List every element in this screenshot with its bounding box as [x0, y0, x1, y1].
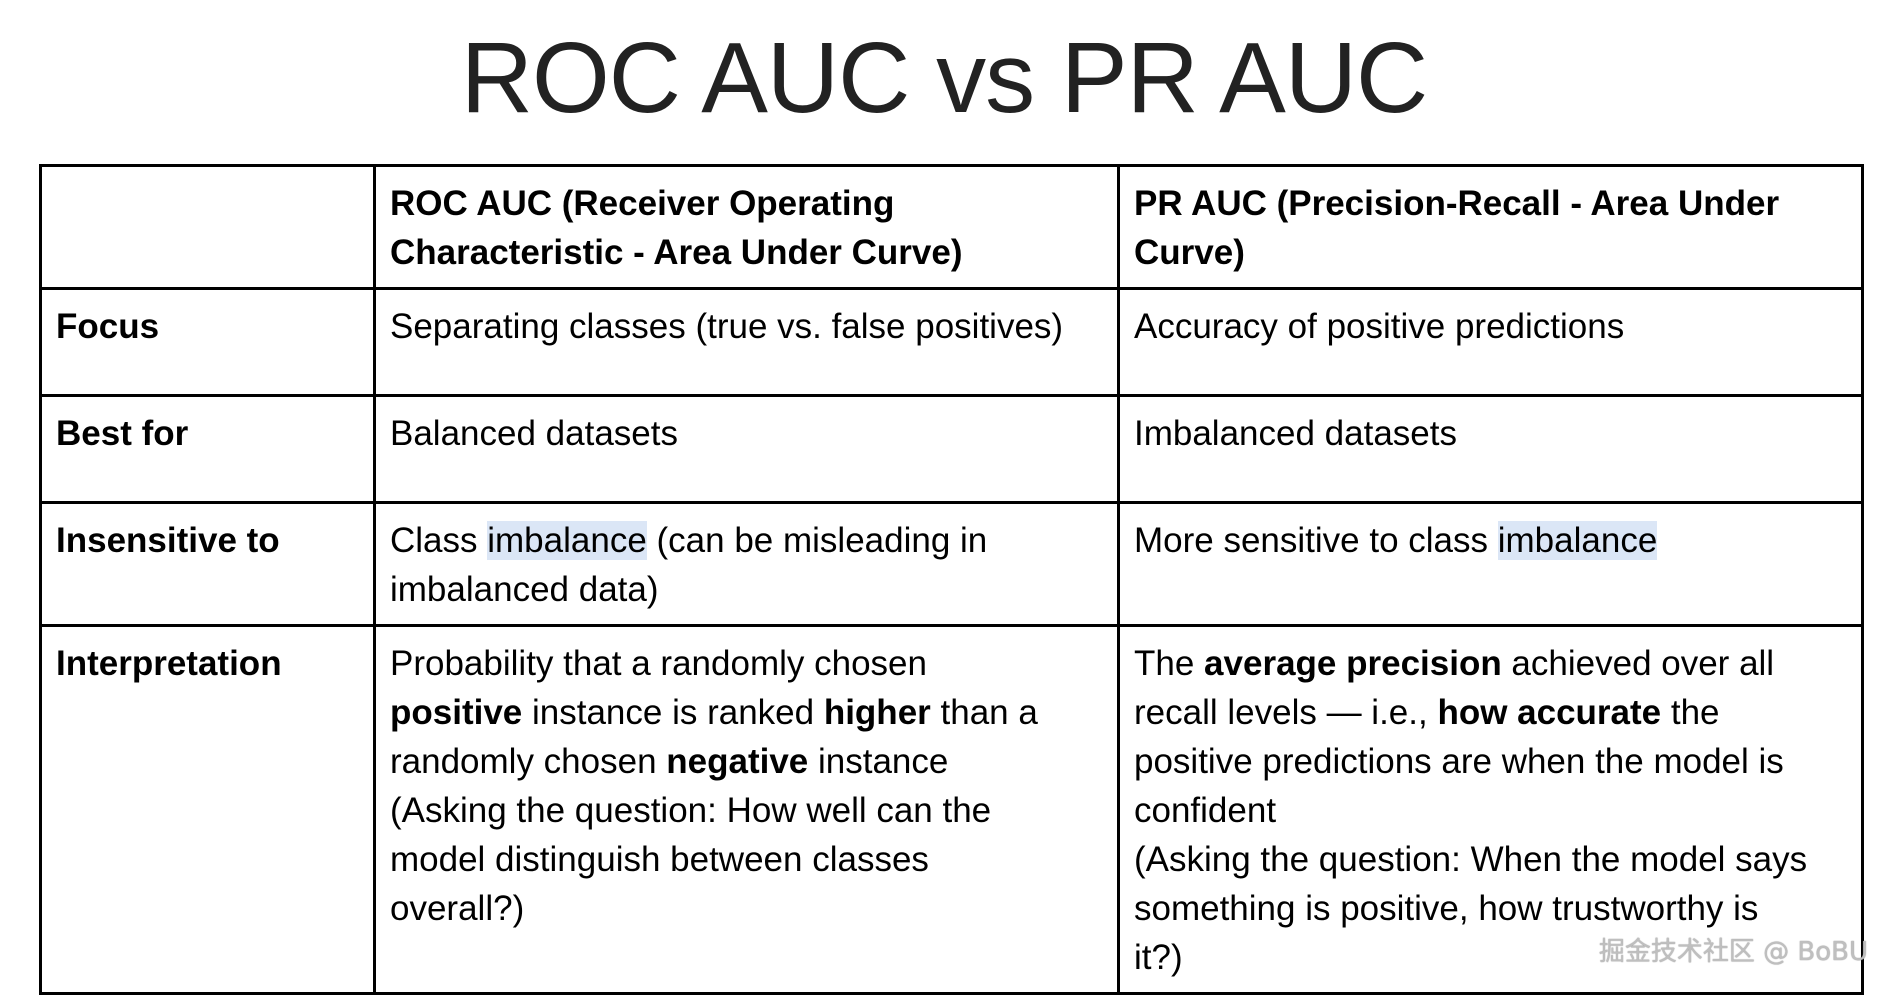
cell-best-for-pr: Imbalanced datasets	[1117, 394, 1864, 504]
text-line: randomly chosen negative instance	[390, 737, 1103, 786]
cell-interpretation-roc: Probability that a randomly chosen posit…	[373, 624, 1120, 995]
comparison-table: ROC AUC (Receiver Operating Characterist…	[39, 164, 1864, 995]
text-line: positive predictions are when the model …	[1134, 742, 1784, 781]
highlighted-text: imbalance	[1497, 521, 1658, 560]
bold-text: average precision	[1204, 644, 1502, 683]
column-header-pr-auc: PR AUC (Precision-Recall - Area Under Cu…	[1117, 164, 1864, 290]
row-header-interpretation: Interpretation	[39, 624, 376, 995]
row-header-best-for: Best for	[39, 394, 376, 504]
bold-text: higher	[823, 693, 931, 732]
watermark: 掘金技术社区 @ BoBU	[1598, 937, 1868, 967]
row-header-insensitive-to: Insensitive to	[39, 501, 376, 627]
cell-best-for-roc: Balanced datasets	[373, 394, 1120, 504]
table-row-best-for: Best for Balanced datasets Imbalanced da…	[39, 394, 1864, 504]
column-header-roc-auc: ROC AUC (Receiver Operating Characterist…	[373, 164, 1120, 290]
column-header-pr-line2: Curve)	[1134, 233, 1245, 272]
text-fragment: instance is ranked	[522, 693, 824, 732]
table-row-insensitive-to: Insensitive to Class imbalance (can be m…	[39, 501, 1864, 627]
text-line: overall?)	[390, 889, 525, 928]
bold-text: positive	[390, 693, 523, 732]
cell-focus-pr: Accuracy of positive predictions	[1117, 287, 1864, 397]
corner-cell	[39, 164, 376, 290]
row-header-focus: Focus	[39, 287, 376, 397]
column-header-roc-line2: Characteristic - Area Under Curve)	[390, 233, 963, 272]
text-fragment: achieved over all	[1501, 644, 1775, 683]
cell-focus-roc: Separating classes (true vs. false posit…	[373, 287, 1120, 397]
column-header-pr-line1: PR AUC (Precision-Recall - Area Under	[1134, 184, 1780, 223]
text-fragment: randomly chosen	[390, 742, 667, 781]
text-line: positive instance is ranked higher than …	[390, 688, 1103, 737]
cell-interpretation-pr: The average precision achieved over all …	[1117, 624, 1864, 995]
text-fragment: More sensitive to class	[1134, 521, 1498, 560]
cell-insensitive-pr-line1: More sensitive to class imbalance	[1134, 516, 1847, 565]
text-fragment: Class	[390, 521, 488, 560]
text-fragment: recall levels — i.e.,	[1134, 693, 1438, 732]
text-line: something is positive, how trustworthy i…	[1134, 889, 1759, 928]
text-line: (Asking the question: When the model say…	[1134, 840, 1808, 879]
text-line: confident	[1134, 791, 1277, 830]
highlighted-text: imbalance	[487, 521, 647, 560]
bold-text: negative	[666, 742, 809, 781]
table-row-focus: Focus Separating classes (true vs. false…	[39, 287, 1864, 397]
text-fragment: the	[1661, 693, 1720, 732]
cell-insensitive-roc-line2: imbalanced data)	[390, 570, 659, 609]
text-fragment: The	[1134, 644, 1205, 683]
cell-insensitive-to-pr: More sensitive to class imbalance	[1117, 501, 1864, 627]
text-fragment: (can be misleading in	[646, 521, 988, 560]
text-line: model distinguish between classes	[390, 840, 929, 879]
text-line: The average precision achieved over all	[1134, 639, 1847, 688]
text-line: Probability that a randomly chosen	[390, 644, 927, 683]
table-header-row: ROC AUC (Receiver Operating Characterist…	[39, 164, 1864, 290]
cell-insensitive-to-roc: Class imbalance (can be misleading in im…	[373, 501, 1120, 627]
table-row-interpretation: Interpretation Probability that a random…	[39, 624, 1864, 995]
text-line: recall levels — i.e., how accurate the	[1134, 688, 1847, 737]
cell-insensitive-roc-line1: Class imbalance (can be misleading in	[390, 516, 1103, 565]
column-header-roc-line1: ROC AUC (Receiver Operating	[390, 184, 895, 223]
bold-text: how accurate	[1437, 693, 1662, 732]
text-line: it?)	[1134, 938, 1183, 977]
page-title: ROC AUC vs PR AUC	[460, 22, 1429, 134]
text-fragment: instance	[808, 742, 949, 781]
text-line: (Asking the question: How well can the	[390, 791, 992, 830]
text-fragment: than a	[930, 693, 1038, 732]
